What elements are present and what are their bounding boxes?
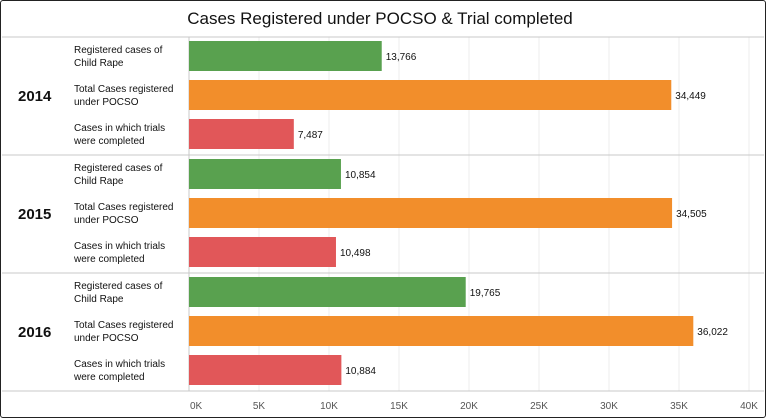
x-tick-label: 10K	[320, 401, 338, 412]
category-label: Total Cases registered under POCSO	[74, 84, 174, 108]
x-tick-label: 35K	[670, 401, 688, 412]
x-tick-label: 25K	[530, 401, 548, 412]
category-label: Cases in which trials were completed	[73, 123, 165, 147]
bar	[189, 316, 694, 346]
category-label: Registered cases of Child Rape	[74, 45, 163, 69]
x-tick-label: 20K	[460, 401, 478, 412]
data-label: 10,498	[340, 248, 371, 259]
category-label: Total Cases registered under POCSO	[74, 320, 174, 344]
data-label: 10,854	[345, 170, 376, 181]
bar	[189, 41, 382, 71]
x-tick-label: 5K	[253, 401, 266, 412]
category-label: Cases in which trials were completed	[73, 359, 165, 383]
bar	[189, 159, 341, 189]
bars: 13,766 34,449 7,487 10,854 34,505 10,498 19,76…	[189, 41, 728, 385]
bar	[189, 80, 672, 110]
category-label: Registered cases of Child Rape	[74, 281, 163, 305]
data-label: 34,505	[676, 209, 707, 220]
bar	[189, 198, 673, 228]
category-label: Registered cases of Child Rape	[74, 163, 163, 187]
data-label: 34,449	[675, 91, 706, 102]
bar	[189, 237, 336, 267]
x-tick-label: 0K	[190, 401, 203, 412]
data-label: 19,765	[470, 288, 501, 299]
bar	[189, 119, 294, 149]
category-label: Total Cases registered under POCSO	[74, 202, 174, 226]
x-tick-label: 40K	[740, 401, 758, 412]
category-label: Cases in which trials were completed	[73, 241, 165, 265]
chart-title: Cases Registered under POCSO & Trial com…	[187, 9, 573, 28]
bar	[189, 355, 342, 385]
bar	[189, 277, 466, 307]
data-label: 36,022	[697, 327, 728, 338]
x-tick-label: 15K	[390, 401, 408, 412]
year-label: 2016	[18, 324, 51, 341]
data-label: 7,487	[298, 130, 323, 141]
year-label: 2015	[18, 206, 51, 223]
year-label: 2014	[18, 88, 52, 105]
row-bands: 2014 Registered cases of Child Rape Total C…	[2, 36, 764, 392]
x-tick-label: 30K	[600, 401, 618, 412]
x-axis: 0K 5K 10K 15K 20K 25K 30K 35K 40K	[190, 401, 758, 412]
data-label: 13,766	[386, 52, 417, 63]
data-label: 10,884	[345, 366, 376, 377]
